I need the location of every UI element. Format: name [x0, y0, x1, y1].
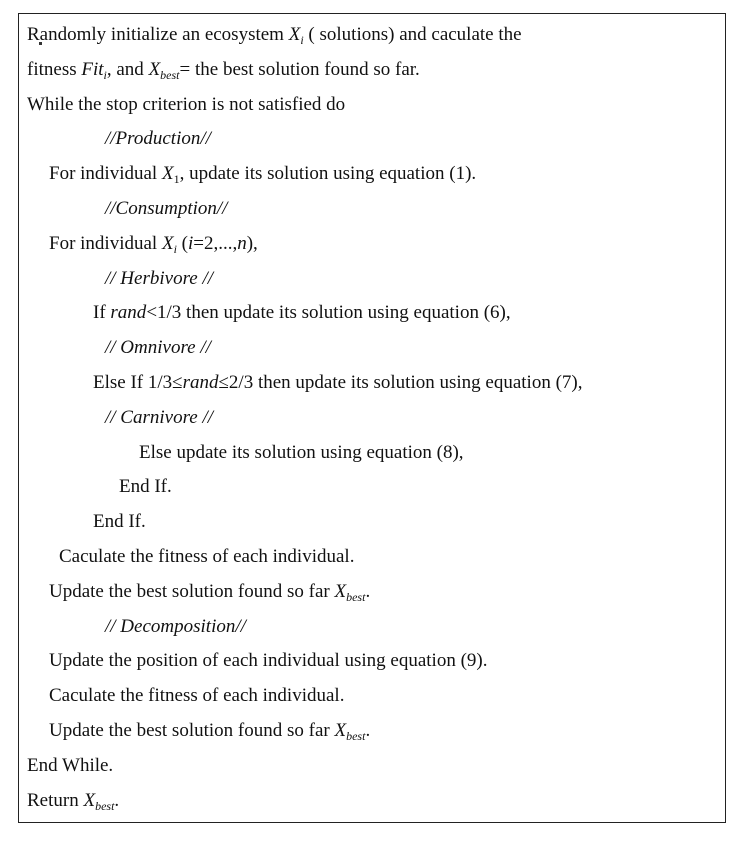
- text-segment: Update the best solution found so far: [49, 720, 335, 741]
- algorithm-line: Caculate the fitness of each individual.: [59, 546, 354, 568]
- text-segment: (: [176, 232, 188, 254]
- text-segment: , and: [106, 58, 149, 80]
- algorithm-line: Update the position of each individual u…: [49, 650, 487, 672]
- subscript: best: [346, 729, 366, 743]
- algorithm-line: fitness Fiti, and Xbest= the best soluti…: [27, 59, 420, 81]
- algorithm-box: Randomly initialize an ecosystem Xi ( so…: [18, 13, 726, 823]
- subscript: best: [160, 67, 180, 82]
- algorithm-line: Else update its solution using equation …: [139, 442, 464, 464]
- text-segment: //Consumption//: [105, 198, 228, 219]
- text-segment: X: [161, 232, 174, 254]
- text-segment: If: [93, 302, 111, 324]
- algorithm-line: End If.: [93, 511, 146, 533]
- text-segment: Update the position of each individual u…: [49, 650, 488, 672]
- corner-mark: [39, 42, 42, 45]
- text-segment: .: [114, 789, 120, 811]
- algorithm-line: Else If 1/3≤rand≤2/3 then update its sol…: [93, 372, 582, 394]
- text-segment: ( solutions) and caculate the: [303, 24, 522, 45]
- text-segment: End While.: [27, 754, 114, 776]
- text-segment: Return: [27, 789, 84, 811]
- algorithm-line: End If.: [119, 476, 172, 498]
- text-segment: // Omnivore //: [105, 337, 211, 359]
- text-segment: // Carnivore //: [105, 406, 214, 428]
- text-segment: While the stop criterion is not satisfie…: [27, 93, 346, 115]
- text-segment: Else update its solution using equation …: [139, 441, 464, 463]
- algorithm-line: // Omnivore //: [105, 337, 211, 359]
- text-segment: fitness: [27, 58, 82, 80]
- algorithm-line: While the stop criterion is not satisfie…: [27, 94, 345, 116]
- algorithm-line: For individual Xi (i=2,...,n),: [49, 233, 258, 255]
- text-segment: i: [187, 232, 194, 254]
- text-segment: For individual: [49, 163, 162, 185]
- algorithm-line: Randomly initialize an ecosystem Xi ( so…: [27, 24, 522, 46]
- text-segment: n: [237, 232, 247, 254]
- text-segment: Caculate the fitness of each individual.: [49, 685, 345, 707]
- text-segment: // Decomposition//: [105, 615, 246, 637]
- algorithm-line: // Decomposition//: [105, 616, 246, 638]
- text-segment: .: [365, 580, 371, 602]
- text-segment: ),: [246, 232, 258, 254]
- text-segment: Fit: [81, 58, 104, 80]
- subscript: i: [103, 67, 107, 82]
- text-segment: <1/3 then update its solution using equa…: [146, 302, 511, 324]
- text-segment: =2,...,: [193, 232, 238, 254]
- text-segment: X: [334, 720, 347, 741]
- text-segment: rand: [182, 372, 219, 393]
- algorithm-line: End While.: [27, 755, 113, 777]
- algorithm-line: Update the best solution found so far Xb…: [49, 720, 370, 742]
- text-segment: //Production//: [105, 128, 211, 150]
- algorithm-line: //Consumption//: [105, 198, 227, 220]
- text-segment: X: [161, 163, 174, 185]
- text-segment: X: [83, 789, 96, 811]
- algorithm-line: Return Xbest.: [27, 790, 119, 812]
- text-segment: For individual: [49, 232, 162, 254]
- algorithm-line: //Production//: [105, 128, 211, 150]
- subscript: 1: [173, 172, 180, 187]
- algorithm-line: // Herbivore //: [105, 268, 213, 290]
- text-segment: // Herbivore //: [105, 267, 213, 289]
- algorithm-line: Update the best solution found so far Xb…: [49, 581, 370, 603]
- text-segment: .: [365, 720, 371, 741]
- text-segment: Update the best solution found so far: [49, 580, 335, 602]
- text-segment: , update its solution using equation (1)…: [179, 163, 477, 185]
- algorithm-line: If rand<1/3 then update its solution usi…: [93, 302, 511, 324]
- text-segment: ≤2/3 then update its solution using equa…: [218, 372, 583, 393]
- text-segment: X: [334, 580, 347, 602]
- subscript: best: [95, 798, 115, 813]
- text-segment: Randomly initialize an ecosystem: [27, 24, 289, 45]
- text-segment: End If.: [93, 511, 146, 533]
- algorithm-line: Caculate the fitness of each individual.: [49, 685, 344, 707]
- algorithm-line: // Carnivore //: [105, 407, 213, 429]
- text-segment: = the best solution found so far.: [179, 58, 420, 80]
- subscript: i: [300, 33, 304, 47]
- text-segment: End If.: [119, 476, 172, 498]
- algorithm-line: For individual X1, update its solution u…: [49, 163, 476, 185]
- text-segment: Caculate the fitness of each individual.: [59, 546, 355, 567]
- text-segment: X: [148, 58, 161, 80]
- text-segment: X: [288, 24, 301, 45]
- text-segment: Else If 1/3≤: [93, 372, 183, 393]
- subscript: i: [173, 241, 177, 256]
- text-segment: rand: [110, 302, 147, 324]
- subscript: best: [346, 589, 366, 604]
